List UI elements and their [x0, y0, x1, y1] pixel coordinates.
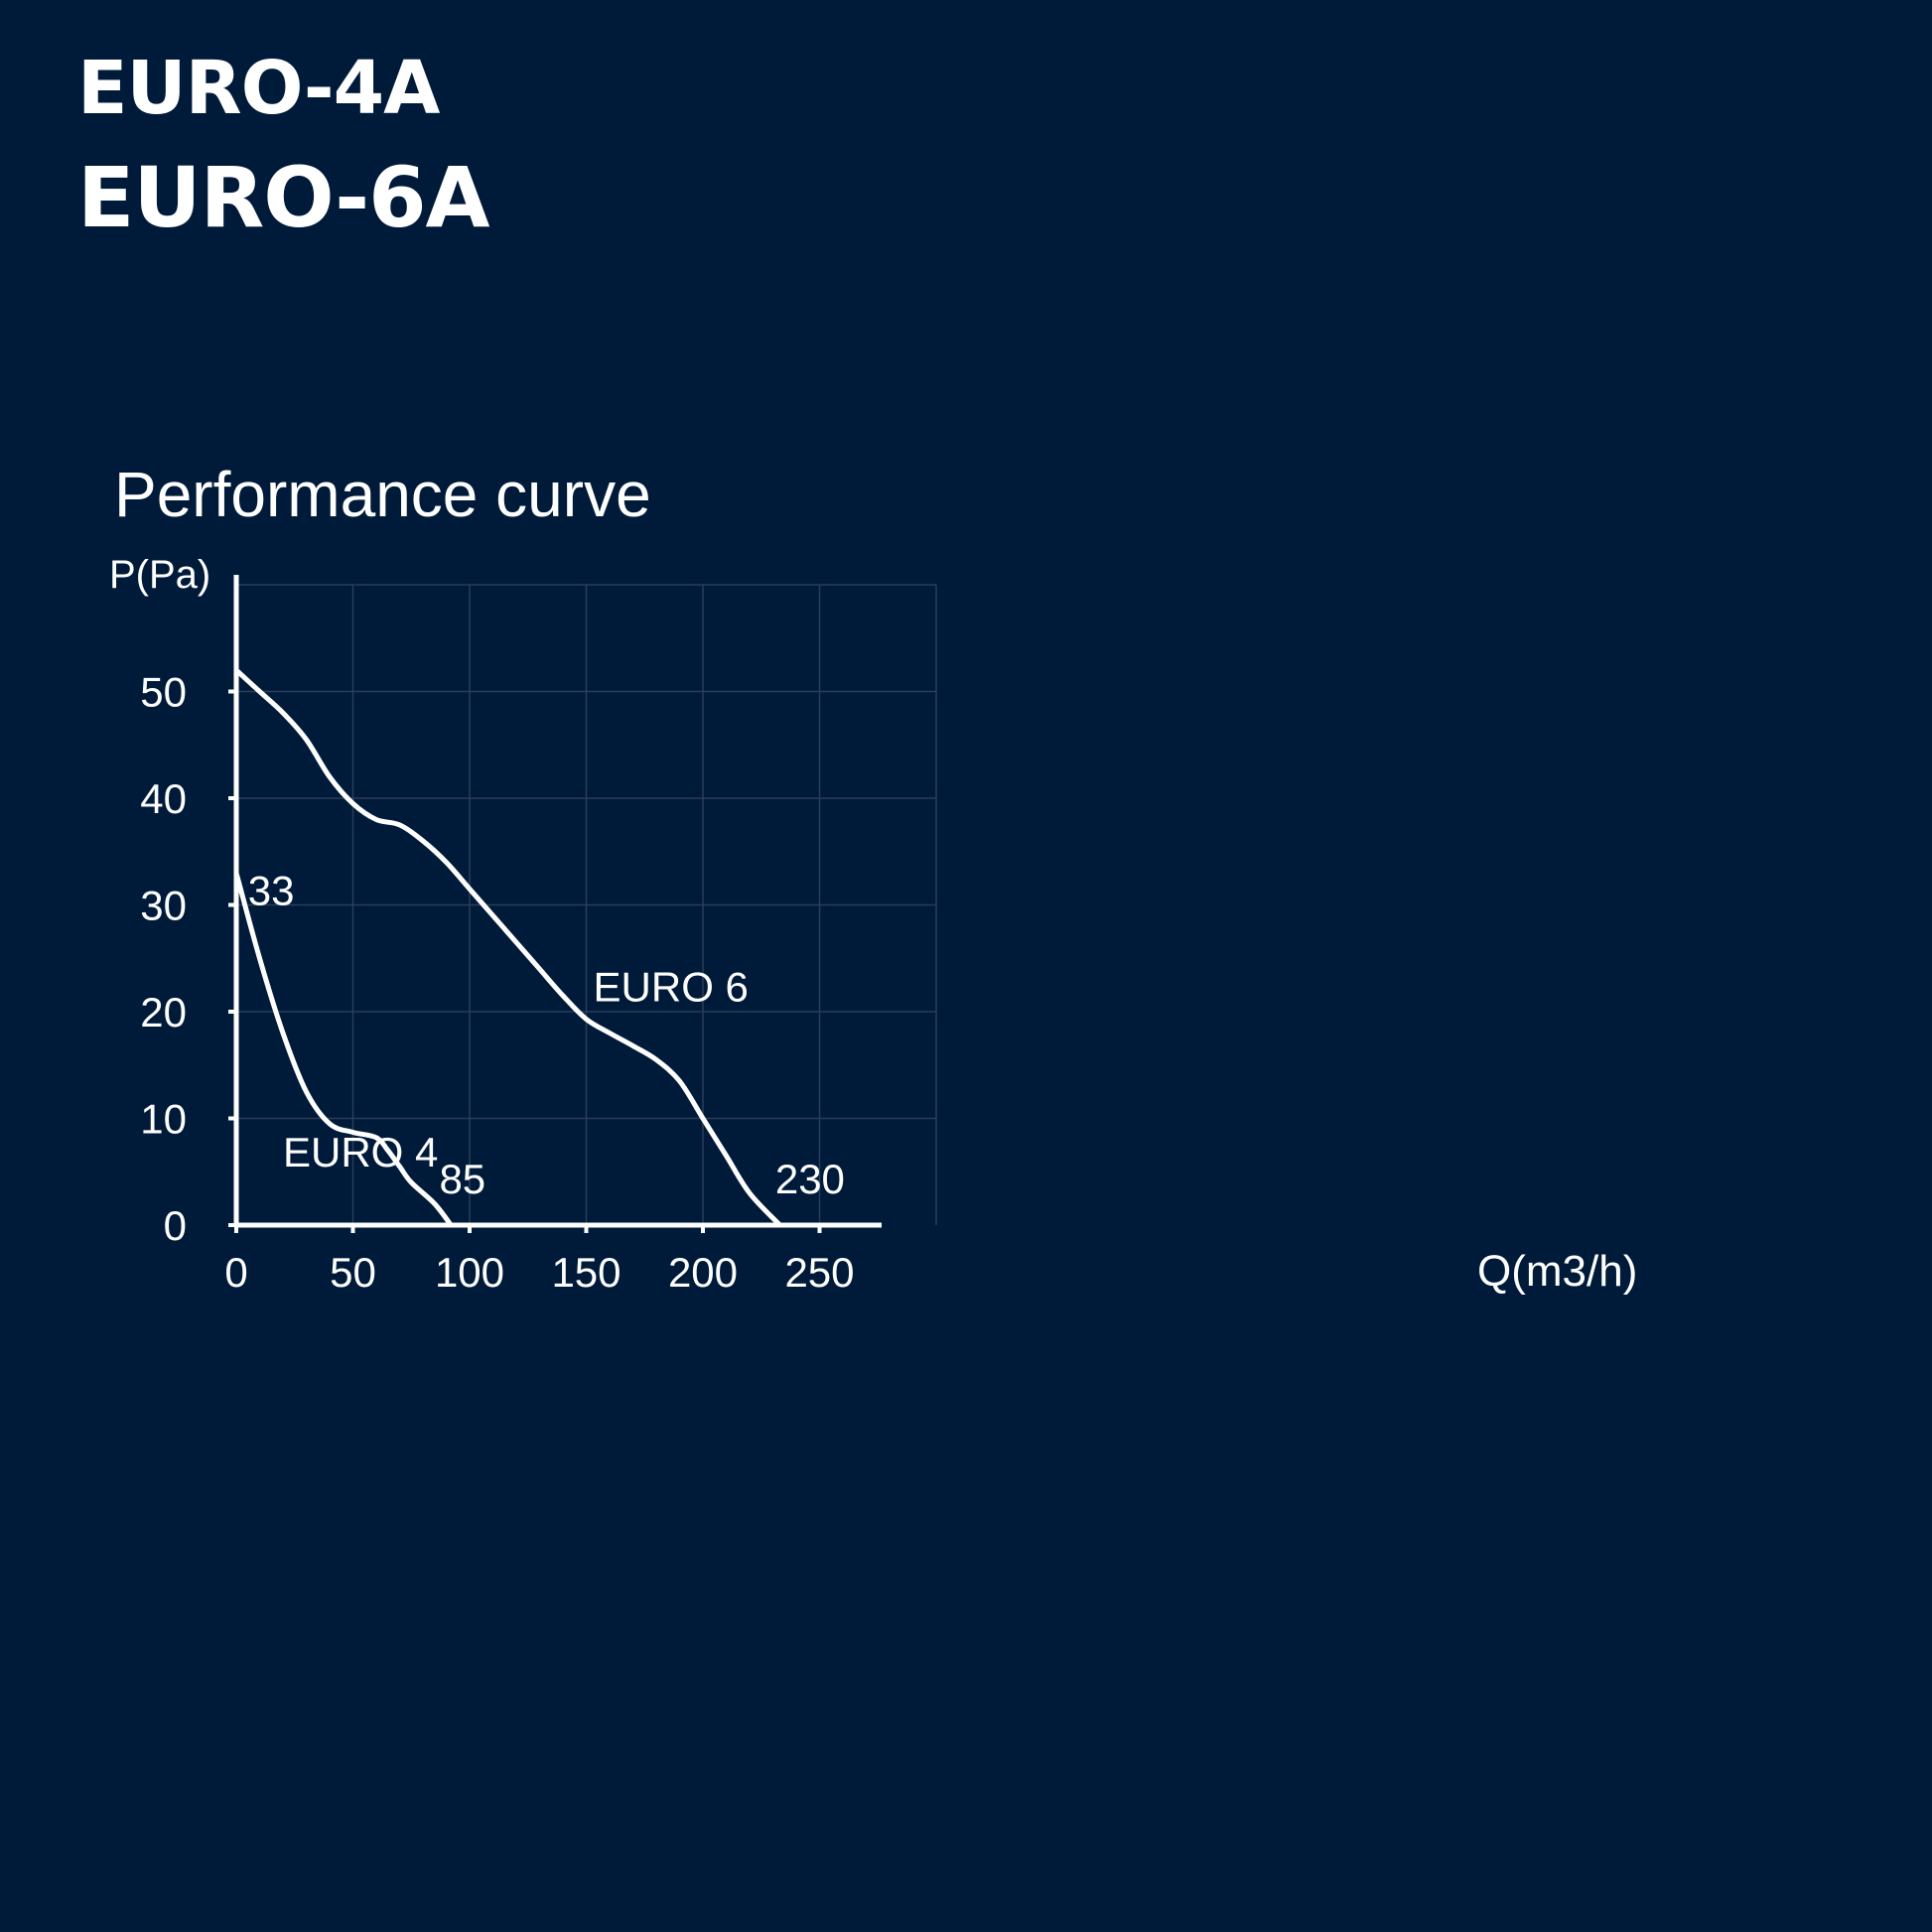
x-tick-label: 100 [435, 1249, 504, 1296]
x-tick-label: 250 [784, 1249, 854, 1296]
annotation-label: 85 [439, 1156, 485, 1202]
x-tick-label: 150 [551, 1249, 621, 1296]
x-axis-label: Q(m3/h) [1477, 1247, 1637, 1296]
y-tick-label: 50 [140, 669, 187, 716]
x-tick-label: 200 [668, 1249, 738, 1296]
y-tick-label: 30 [140, 883, 187, 929]
y-tick-label: 20 [140, 989, 187, 1035]
chart-ticks: 0 50 100 150 200 250 0 10 20 30 40 50 [140, 669, 854, 1297]
x-tick-label: 50 [330, 1249, 376, 1296]
y-tick-label: 10 [140, 1096, 187, 1143]
y-tick-label: 40 [140, 775, 187, 822]
x-tick-label: 0 [224, 1249, 247, 1296]
model-title-euro-4a: EURO-4A [77, 46, 440, 131]
chart-series [233, 667, 783, 1228]
annotation-label: 230 [775, 1156, 845, 1202]
chart-annotations: 33 85 230 EURO 4 EURO 6 [248, 868, 845, 1202]
series-line-euro-6 [233, 667, 783, 1228]
model-title-euro-6a: EURO-6A [77, 149, 490, 246]
chart-title: Performance curve [114, 459, 651, 530]
annotation-label: EURO 6 [594, 963, 749, 1010]
series-line-euro-4 [233, 870, 454, 1228]
y-axis-label: P(Pa) [109, 553, 210, 597]
annotation-label: 33 [248, 868, 295, 914]
y-tick-label: 0 [164, 1202, 187, 1249]
annotation-label: EURO 4 [283, 1129, 438, 1175]
